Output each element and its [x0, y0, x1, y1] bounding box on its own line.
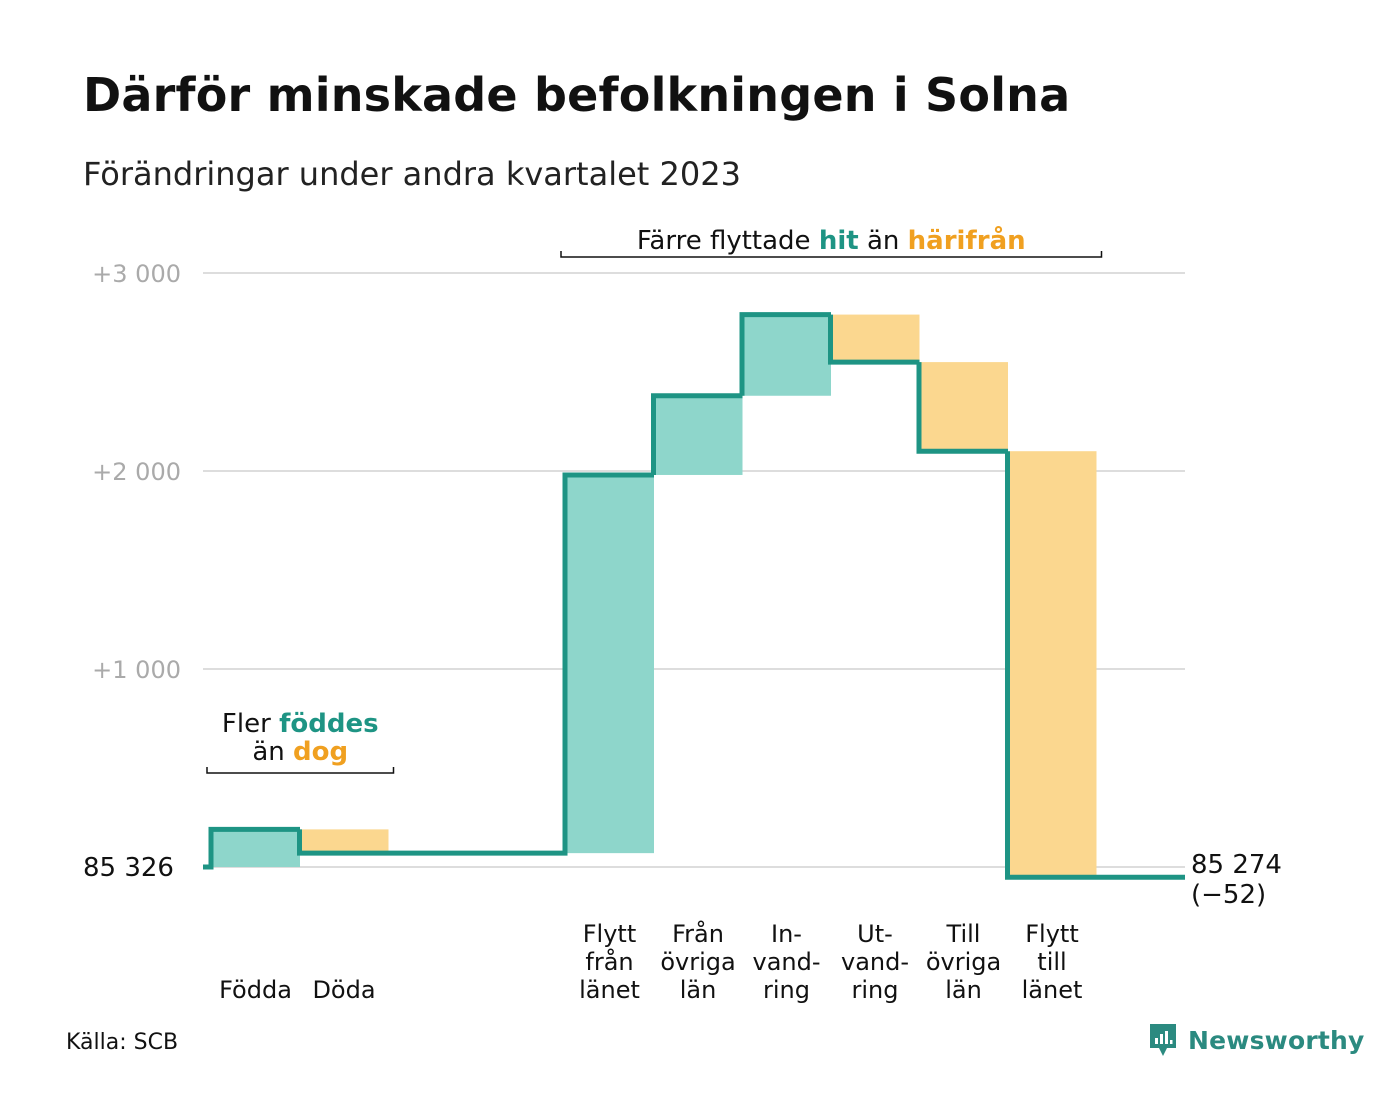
annotation-bracket [560, 251, 1103, 258]
category-label: Till [946, 920, 981, 948]
increase-bar [742, 314, 831, 396]
y-tick-label: +3 000 [92, 260, 181, 288]
y-tick-label: +2 000 [92, 458, 181, 486]
increase-bar [565, 474, 654, 854]
category-label: Födda [219, 976, 292, 1004]
end-change-label: (−52) [1191, 880, 1266, 910]
category-label: länet [1022, 976, 1083, 1004]
annotation-plain-text: Fler [222, 709, 279, 739]
baseline-value-label: 85 326 [83, 853, 174, 883]
annotation-text: än dog [252, 737, 348, 767]
category-label: In- [771, 920, 802, 948]
newsworthy-logo-icon [1150, 1024, 1176, 1056]
category-label: från [585, 947, 633, 976]
category-label: Flytt [1025, 920, 1079, 948]
decrease-bar [299, 829, 389, 854]
chart-subtitle: Förändringar under andra kvartalet 2023 [83, 155, 741, 193]
brand-name: Newsworthy [1188, 1025, 1365, 1055]
category-label: vand- [841, 948, 909, 976]
increase-bar [211, 829, 300, 867]
category-label: Döda [312, 976, 375, 1004]
cumulative-step-line [203, 312, 1185, 880]
end-value-label: 85 274 [1191, 850, 1282, 880]
category-label: Ut- [857, 920, 893, 948]
annotation-highlight-text: dog [293, 737, 348, 767]
source-note: Källa: SCB [66, 1030, 179, 1055]
decrease-bar [919, 362, 1008, 452]
bars [211, 314, 1097, 878]
category-label: övriga [660, 948, 735, 976]
decrease-bar [1007, 451, 1097, 878]
increase-bar [653, 395, 743, 475]
y-tick-label: +1 000 [92, 656, 181, 684]
category-label: övriga [926, 948, 1001, 976]
category-label: ring [763, 976, 810, 1004]
annotation-text: Fler föddes [222, 709, 379, 739]
annotation-highlight-text: hit [819, 226, 859, 256]
category-label: länet [579, 976, 640, 1004]
category-label: till [1037, 948, 1066, 976]
brand-logo: Newsworthy [1148, 1022, 1365, 1058]
category-label: Flytt [583, 920, 637, 948]
chart-title: Därför minskade befolkningen i Solna [83, 68, 1071, 122]
annotation-plain-text: än [252, 737, 293, 767]
decrease-bar [830, 314, 920, 363]
category-label: län [680, 976, 717, 1004]
annotation-highlight-text: föddes [279, 709, 379, 739]
annotation-highlight-text: härifrån [908, 224, 1026, 256]
annotation-bracket [206, 767, 395, 774]
annotation-plain-text: än [859, 226, 908, 256]
category-label: Från [672, 919, 724, 948]
category-label: län [945, 976, 982, 1004]
category-label: vand- [752, 948, 820, 976]
category-label: ring [852, 976, 899, 1004]
annotation-text: Färre flyttade hit än härifrån [637, 224, 1026, 256]
annotation-plain-text: Färre flyttade [637, 226, 819, 256]
